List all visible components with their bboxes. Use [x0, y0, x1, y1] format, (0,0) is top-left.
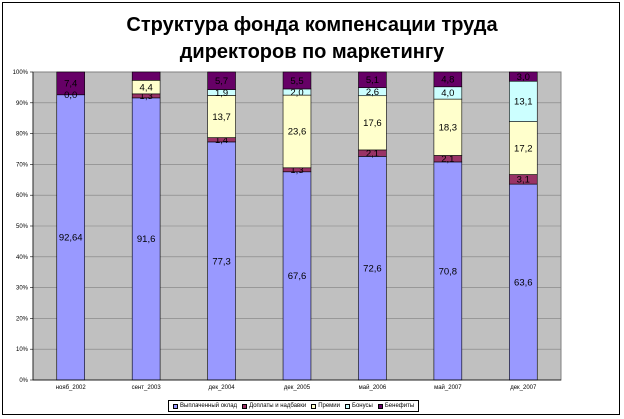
bar-segment: [131, 97, 161, 381]
x-tick-label: дек_2004: [208, 385, 235, 391]
y-tick-label: 10%: [16, 347, 29, 353]
data-label: 63,6: [514, 277, 533, 288]
y-tick-label: 20%: [16, 316, 29, 322]
data-label: 91,6: [137, 234, 156, 245]
data-label: 5,5: [290, 76, 303, 87]
bar-segment: [433, 161, 463, 381]
x-tick-label: сент_2003: [132, 385, 162, 391]
bar-segment: [509, 183, 538, 381]
y-tick-label: 60%: [16, 193, 29, 199]
legend-label: Доплаты и надбавки: [249, 403, 307, 409]
legend-swatch: [311, 403, 317, 409]
data-label: 92,64: [59, 233, 83, 244]
data-label: 5,1: [366, 75, 379, 86]
data-label: 1,3: [140, 91, 153, 102]
legend-swatch: [242, 403, 248, 409]
chart-title-line-1: Структура фонда компенсации труда: [126, 14, 498, 36]
y-tick-label: 50%: [16, 224, 29, 230]
bar-segment: [509, 71, 538, 82]
x-tick-label: дек_2007: [510, 385, 537, 391]
data-label: 4,0: [441, 88, 454, 99]
legend-item: Выплаченный оклад: [173, 403, 237, 409]
data-label: 4,4: [140, 82, 153, 93]
bar-segment: [282, 71, 312, 90]
data-label: 17,2: [514, 143, 533, 154]
x-tick-label: май_2007: [434, 384, 462, 391]
data-label: 1,4: [215, 135, 228, 146]
legend-swatch: [345, 403, 351, 409]
bar-segment: [358, 71, 387, 89]
data-label: 2,6: [366, 87, 379, 98]
y-tick-label: 70%: [16, 162, 29, 168]
legend-item: Бонусы: [345, 403, 373, 409]
data-label: 3,0: [517, 72, 530, 83]
data-label: 13,7: [212, 112, 231, 123]
bar-segment: [358, 95, 387, 151]
chart-title: Структура фонда компенсации труда директ…: [0, 12, 624, 66]
bar-segment: [207, 141, 236, 381]
data-label: 18,3: [439, 123, 458, 134]
legend-item: Премии: [311, 403, 340, 409]
chart-title-line-2: директоров по маркетингу: [179, 41, 445, 63]
x-tick-label: нояб_2002: [56, 385, 87, 391]
y-tick-label: 100%: [13, 70, 29, 76]
legend-label: Бонусы: [352, 403, 373, 409]
y-tick-label: 0%: [19, 378, 28, 384]
data-label: 77,3: [212, 256, 231, 267]
data-label: 0,0: [64, 90, 77, 101]
data-label: 67,6: [288, 271, 307, 282]
data-label: 2,1: [366, 148, 379, 159]
data-label: 23,6: [288, 127, 307, 138]
legend-label: Бенефиты: [384, 403, 415, 409]
data-label: 72,6: [363, 263, 382, 274]
bar-segment: [207, 95, 236, 138]
legend-swatch: [377, 403, 383, 409]
data-label: 1,9: [215, 88, 228, 99]
data-label: 1,3: [290, 165, 303, 176]
bar-segment: [56, 94, 85, 381]
data-label: 2,1: [441, 154, 454, 165]
bar-segment: [433, 71, 463, 88]
legend-label: Премии: [318, 403, 341, 409]
data-label: 7,4: [64, 79, 77, 90]
legend-item: Бенефиты: [377, 403, 415, 409]
y-tick-label: 90%: [16, 101, 29, 107]
legend-item: Доплаты и надбавки: [242, 403, 306, 409]
y-tick-label: 30%: [16, 286, 29, 292]
bar-segment: [509, 80, 538, 122]
data-label: 2,0: [290, 87, 303, 98]
legend-swatch: [173, 403, 178, 409]
data-label: 17,6: [363, 118, 382, 129]
bar-segment: [358, 156, 387, 381]
y-tick-label: 40%: [16, 255, 29, 261]
bar-segment: [207, 71, 236, 90]
bar-segment: [509, 121, 538, 175]
legend-label: Выплаченный оклад: [180, 403, 238, 409]
y-tick-label: 80%: [16, 132, 29, 138]
bar-segment: [433, 98, 463, 156]
x-tick-label: дек_2005: [284, 385, 311, 391]
data-label: 5,7: [215, 76, 228, 87]
data-label: 13,1: [514, 97, 533, 108]
chart-legend: Выплаченный оклад Доплаты и надбавки Преми…: [168, 400, 420, 412]
data-label: 3,1: [517, 175, 530, 186]
bar-segment: [131, 71, 161, 81]
data-label: 4,8: [441, 75, 454, 86]
bar-segment: [56, 71, 85, 96]
x-tick-label: май_2006: [359, 384, 387, 391]
data-label: 70,8: [439, 266, 458, 277]
